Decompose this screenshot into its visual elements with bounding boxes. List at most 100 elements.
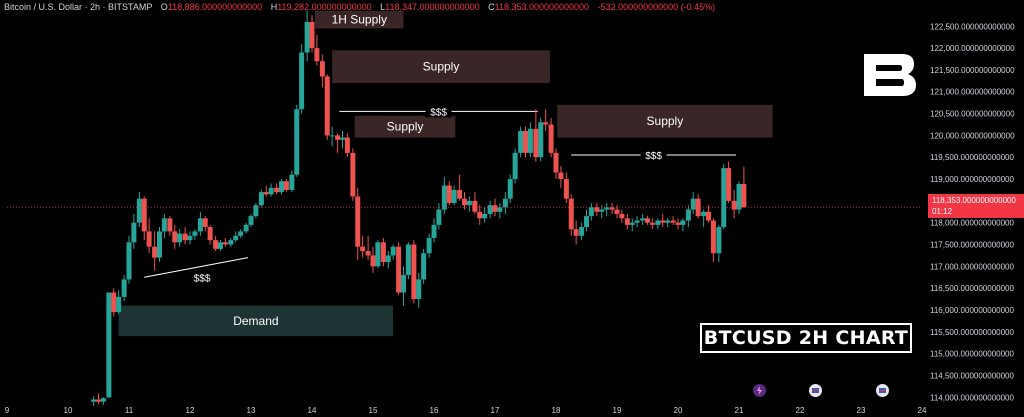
candle-body [314, 48, 320, 62]
candle-body [665, 220, 671, 223]
candle-body [268, 187, 274, 195]
x-tick-label: 9 [5, 406, 10, 415]
candle-body [710, 220, 716, 254]
close-label: C [488, 2, 495, 12]
candle-body [350, 152, 356, 197]
candle-body [177, 233, 183, 243]
candle-body [594, 207, 600, 212]
candle-body [152, 246, 158, 258]
y-tick-label: 121,500.000000000000 [930, 66, 1015, 75]
candle-body [492, 205, 498, 212]
event-lightning-icon[interactable] [753, 384, 766, 397]
candle-body [721, 168, 727, 228]
supply-zone-label: Supply [387, 120, 424, 134]
candle-body [538, 122, 544, 158]
y-tick-label: 120,000.000000000000 [930, 131, 1015, 140]
candle-body [533, 128, 539, 158]
candle-body [604, 207, 610, 210]
candle-body [289, 174, 295, 190]
candle-body [446, 185, 452, 204]
candle-body [706, 211, 711, 221]
candle-body [258, 192, 264, 206]
candle-body [197, 218, 203, 232]
candle-body [202, 218, 208, 228]
candle-body [411, 244, 417, 300]
event-flag-icon[interactable] [876, 384, 889, 397]
x-tick-label: 22 [796, 406, 805, 415]
candle-body [614, 209, 620, 214]
candle-body [553, 152, 559, 173]
candle-body [579, 227, 585, 236]
candle-body [96, 399, 101, 402]
candle-body [192, 231, 198, 236]
candle-body [518, 131, 524, 153]
candle-body [365, 251, 371, 256]
candle-body [523, 131, 528, 153]
candle-body [543, 122, 549, 125]
candle-body [584, 216, 589, 228]
liquidity-label: $$$ [194, 273, 211, 284]
candle-body [222, 242, 228, 245]
candle-body [248, 216, 254, 225]
candle-body [91, 399, 97, 402]
candle-body [680, 220, 686, 225]
demand-zone-label: Demand [233, 314, 278, 328]
candle-body [477, 211, 483, 219]
candle-body [441, 185, 447, 210]
candle-body [416, 279, 422, 300]
candle-body [599, 209, 605, 212]
candle-body [319, 61, 325, 77]
candle-body [370, 255, 376, 267]
candle-body [609, 207, 615, 210]
x-tick-label: 20 [674, 406, 683, 415]
candle-body [126, 242, 132, 280]
candle-body [100, 398, 106, 402]
candle-body [243, 224, 249, 232]
y-tick-label: 116,500.000000000000 [930, 284, 1014, 293]
candle-body [213, 240, 219, 249]
candle-body [274, 187, 280, 193]
candle-body [573, 229, 579, 236]
y-tick-label: 114,500.000000000000 [930, 371, 1014, 380]
candle-body [457, 189, 463, 199]
candle-body [253, 205, 259, 217]
supply-zone-label: 1H Supply [332, 13, 387, 27]
candle-body [161, 218, 167, 232]
candle-body [502, 198, 508, 208]
candle-body [487, 205, 493, 214]
candle-body [344, 137, 350, 153]
candle-body [233, 235, 239, 241]
candle-body [167, 218, 173, 232]
candle-body [228, 240, 234, 245]
candle-body [116, 296, 122, 313]
candle-body [340, 137, 345, 140]
candle-body [558, 172, 564, 180]
candle-body [207, 227, 213, 241]
event-flag-icon[interactable] [809, 384, 822, 397]
candle-body [660, 220, 666, 223]
liquidity-label: $$$ [430, 107, 447, 118]
candle-body [121, 279, 127, 297]
candle-body [335, 135, 341, 140]
low-label: L [380, 2, 386, 12]
candle-body [563, 179, 569, 199]
liquidity-label-bg [640, 149, 667, 162]
candle-body [645, 218, 650, 223]
candle-body [655, 220, 661, 225]
x-tick-label: 18 [552, 406, 561, 415]
candle-body [218, 242, 223, 249]
candle-body [482, 213, 488, 219]
candle-body [375, 242, 381, 267]
candle-body [309, 21, 315, 49]
y-tick-label: 122,500.000000000000 [930, 22, 1015, 31]
candle-body [131, 222, 137, 243]
supply-zone [332, 50, 550, 84]
candle-body [355, 196, 361, 247]
supply-zone [315, 11, 404, 29]
candle-body [741, 184, 747, 208]
x-tick-label: 14 [308, 406, 317, 415]
y-tick-label: 120,500.000000000000 [930, 110, 1015, 119]
supply-zone-label: Supply [647, 114, 684, 128]
candle-body [731, 200, 737, 210]
